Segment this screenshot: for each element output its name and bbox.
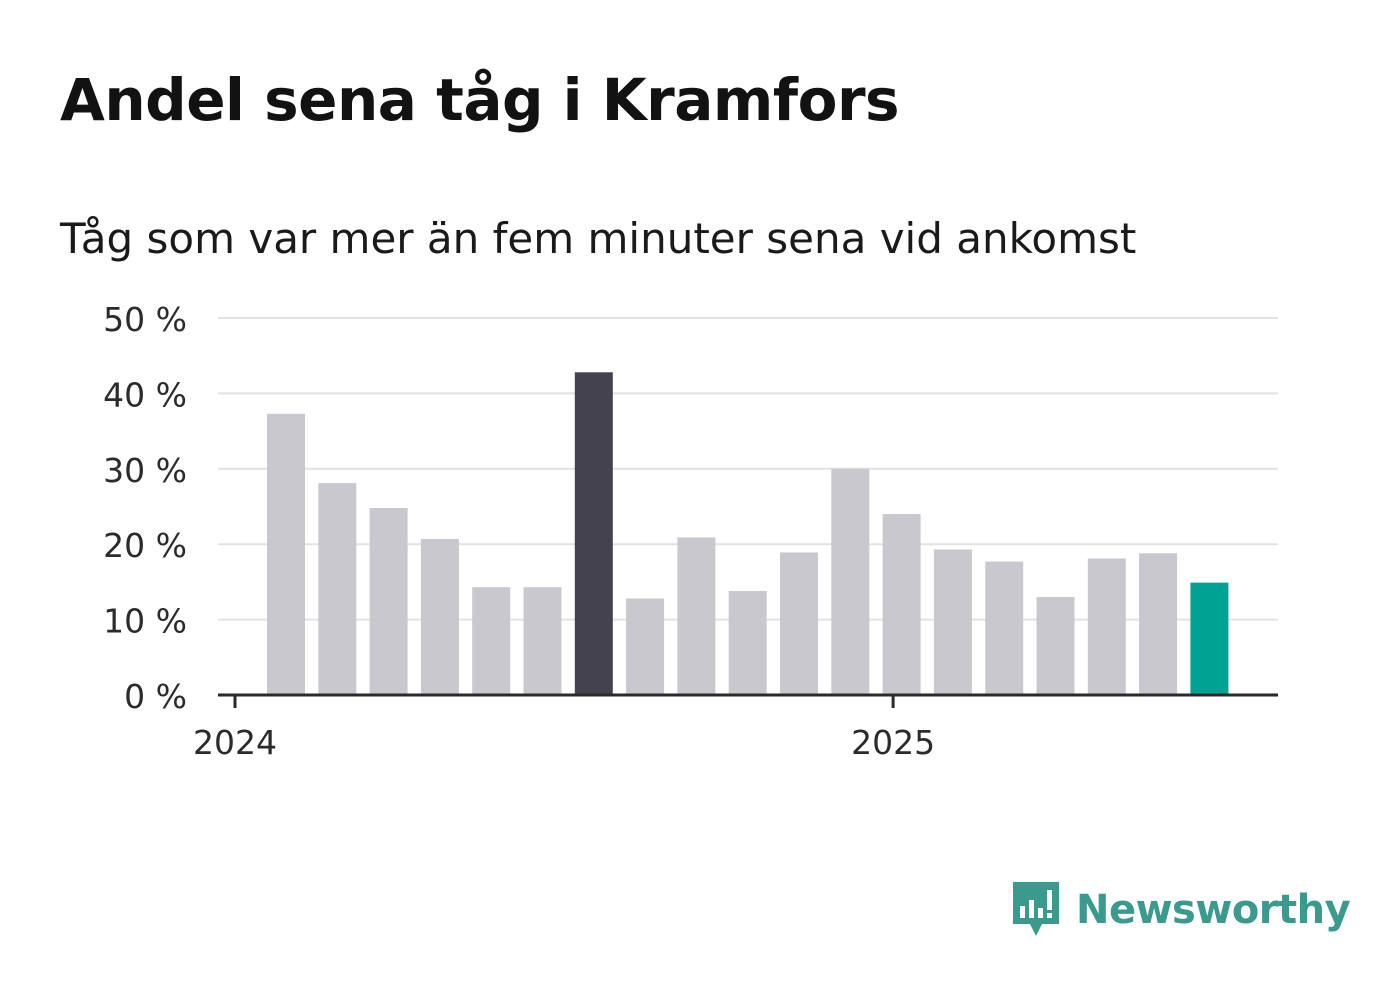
bar xyxy=(369,508,408,695)
bar xyxy=(1036,596,1075,695)
bar xyxy=(933,549,972,695)
bar xyxy=(574,372,613,695)
y-tick-label: 0 % xyxy=(124,677,187,716)
y-tick-label: 20 % xyxy=(103,526,187,565)
bar xyxy=(267,413,305,695)
bar xyxy=(523,587,562,695)
x-tick-label: 2025 xyxy=(851,723,935,762)
bar xyxy=(1087,558,1126,695)
x-tick-label: 2024 xyxy=(193,723,277,762)
bar-chart: 0 % 10 % 20 % 30 % 40 % 50 % 2024 2025 xyxy=(103,300,1278,762)
y-tick-label: 10 % xyxy=(103,602,187,641)
y-tick-label: 40 % xyxy=(103,375,187,414)
bar xyxy=(882,514,921,695)
y-tick-label: 30 % xyxy=(103,451,187,490)
chart-subtitle: Tåg som var mer än fem minuter sena vid … xyxy=(60,214,1137,263)
bar xyxy=(626,598,665,695)
bar xyxy=(472,587,511,695)
chart-title: Andel sena tåg i Kramfors xyxy=(60,66,900,134)
bar xyxy=(780,552,818,695)
y-tick-label: 50 % xyxy=(103,300,187,339)
bar xyxy=(677,537,716,695)
bar xyxy=(1139,553,1178,695)
brand-name: Newsworthy xyxy=(1076,887,1351,933)
bar xyxy=(728,590,767,695)
newsworthy-logo: Newsworthy xyxy=(1010,880,1351,940)
bar xyxy=(985,561,1024,695)
newsworthy-chart-bubble-icon xyxy=(1013,882,1059,936)
bar xyxy=(318,483,357,695)
bar xyxy=(831,468,870,695)
bar xyxy=(1190,582,1229,695)
bar xyxy=(420,538,459,695)
